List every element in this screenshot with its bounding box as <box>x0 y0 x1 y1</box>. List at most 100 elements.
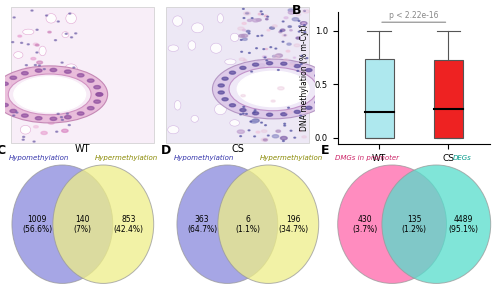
Ellipse shape <box>22 29 34 35</box>
Circle shape <box>301 55 302 56</box>
Circle shape <box>248 52 250 53</box>
Circle shape <box>70 77 78 81</box>
Circle shape <box>284 123 286 124</box>
Circle shape <box>300 130 302 131</box>
Ellipse shape <box>168 126 179 134</box>
Circle shape <box>238 27 244 30</box>
Circle shape <box>10 109 16 113</box>
Text: E: E <box>320 144 329 157</box>
Circle shape <box>263 49 264 50</box>
Circle shape <box>267 16 268 17</box>
Ellipse shape <box>46 14 56 23</box>
Circle shape <box>279 31 282 33</box>
Circle shape <box>252 112 258 115</box>
Circle shape <box>12 42 14 43</box>
Circle shape <box>243 60 247 61</box>
Circle shape <box>56 131 58 132</box>
Circle shape <box>26 67 31 70</box>
Ellipse shape <box>230 120 239 126</box>
Circle shape <box>254 110 256 111</box>
Text: 363
(64.7%): 363 (64.7%) <box>187 215 217 234</box>
Circle shape <box>96 93 102 96</box>
Circle shape <box>268 135 269 136</box>
Circle shape <box>287 43 291 45</box>
Circle shape <box>66 113 68 114</box>
Circle shape <box>26 65 28 66</box>
Circle shape <box>38 65 40 66</box>
Text: Hypermethylation: Hypermethylation <box>260 155 324 161</box>
Circle shape <box>241 94 246 97</box>
Circle shape <box>276 130 280 132</box>
Ellipse shape <box>382 165 490 283</box>
Circle shape <box>22 72 28 75</box>
Circle shape <box>241 51 242 52</box>
Circle shape <box>258 64 265 67</box>
Circle shape <box>18 35 22 37</box>
Circle shape <box>299 26 300 27</box>
FancyBboxPatch shape <box>434 60 463 138</box>
Circle shape <box>16 94 19 96</box>
Circle shape <box>272 25 277 27</box>
Circle shape <box>254 112 255 113</box>
Circle shape <box>62 104 68 107</box>
Text: DEGs: DEGs <box>452 155 471 161</box>
Circle shape <box>240 109 246 111</box>
Circle shape <box>284 17 288 19</box>
Circle shape <box>315 74 321 77</box>
Circle shape <box>282 34 287 37</box>
Circle shape <box>266 84 271 87</box>
Circle shape <box>242 22 246 24</box>
Text: 4489
(95.1%): 4489 (95.1%) <box>448 215 478 234</box>
Circle shape <box>286 111 292 114</box>
Circle shape <box>0 89 4 92</box>
Circle shape <box>266 48 268 50</box>
Ellipse shape <box>174 101 181 110</box>
Text: D: D <box>161 144 172 157</box>
Circle shape <box>264 139 268 141</box>
Circle shape <box>244 90 248 92</box>
Ellipse shape <box>177 165 278 283</box>
FancyBboxPatch shape <box>364 59 394 138</box>
Circle shape <box>78 112 84 115</box>
Circle shape <box>281 113 287 116</box>
Circle shape <box>58 21 59 22</box>
Text: 140
(7%): 140 (7%) <box>74 215 92 234</box>
Circle shape <box>266 62 272 65</box>
Circle shape <box>294 110 300 113</box>
Circle shape <box>31 58 36 60</box>
Circle shape <box>74 33 76 34</box>
Circle shape <box>306 106 312 109</box>
Y-axis label: DNA methylation (% m-Cyt): DNA methylation (% m-Cyt) <box>300 24 309 131</box>
Circle shape <box>288 107 290 108</box>
Circle shape <box>260 11 262 12</box>
Circle shape <box>52 109 56 111</box>
Circle shape <box>270 80 274 82</box>
Circle shape <box>302 22 306 24</box>
Circle shape <box>262 56 266 58</box>
Ellipse shape <box>218 165 318 283</box>
Ellipse shape <box>338 165 446 283</box>
Ellipse shape <box>14 105 22 114</box>
Circle shape <box>238 71 309 107</box>
Circle shape <box>257 60 260 62</box>
Circle shape <box>70 37 72 38</box>
Circle shape <box>240 114 242 115</box>
Circle shape <box>264 125 266 126</box>
Circle shape <box>239 35 244 37</box>
Circle shape <box>54 40 56 41</box>
Circle shape <box>229 67 318 111</box>
Circle shape <box>260 122 262 123</box>
Circle shape <box>296 37 300 39</box>
Circle shape <box>28 44 30 45</box>
Circle shape <box>52 90 54 92</box>
Ellipse shape <box>230 33 239 41</box>
Ellipse shape <box>12 165 113 283</box>
Circle shape <box>322 88 328 90</box>
Circle shape <box>278 87 284 90</box>
Circle shape <box>290 95 296 98</box>
Text: Hypomethylation: Hypomethylation <box>8 155 69 161</box>
Circle shape <box>270 27 274 29</box>
Circle shape <box>64 115 71 119</box>
Circle shape <box>46 94 51 97</box>
Circle shape <box>88 79 94 82</box>
